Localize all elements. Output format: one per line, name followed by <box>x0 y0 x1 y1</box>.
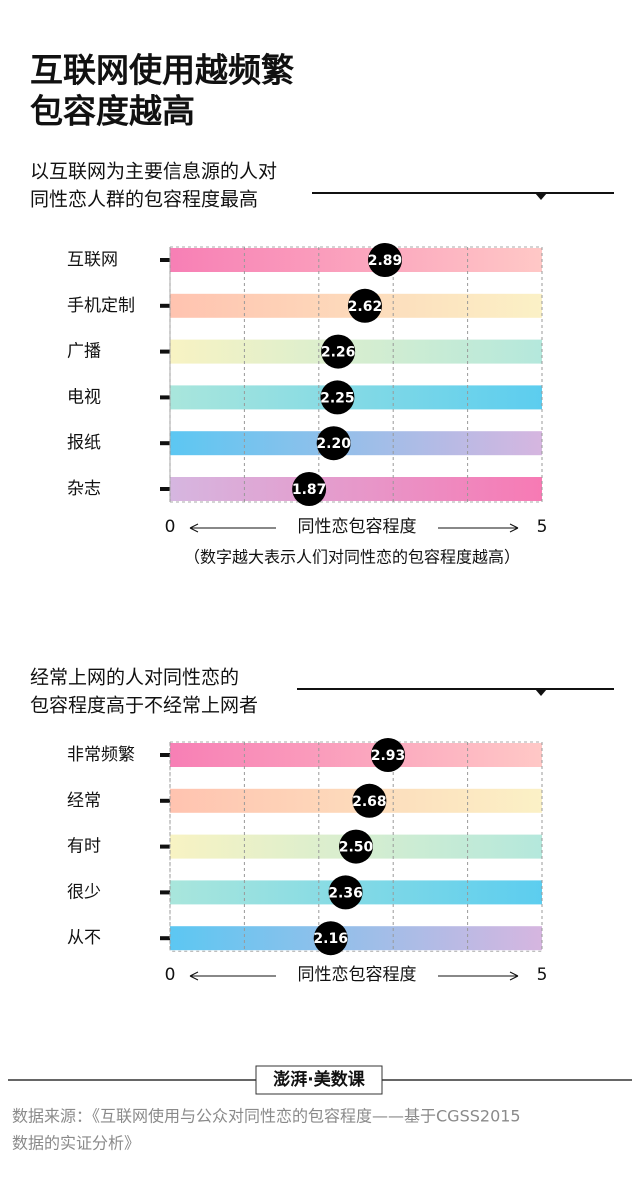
value-dot <box>352 783 387 818</box>
bar-track <box>170 477 542 501</box>
category-label: 广播 <box>67 342 101 362</box>
x-axis-label: 同性恋包容程度 <box>298 516 417 537</box>
value-dot <box>320 380 355 415</box>
x-axis-label: 同性恋包容程度 <box>298 964 417 985</box>
tick-dash <box>160 441 170 446</box>
bar-track <box>170 339 542 364</box>
bar-track <box>170 385 542 410</box>
source-line: 数据的实证分析》 <box>12 1134 140 1153</box>
value-label: 2.26 <box>321 345 356 361</box>
value-label: 2.16 <box>313 931 348 947</box>
value-label: 2.20 <box>316 436 351 452</box>
value-label: 1.87 <box>292 482 327 498</box>
category-label: 手机定制 <box>67 296 135 316</box>
tick-dash <box>160 890 170 895</box>
chart-frame <box>169 246 543 503</box>
subtitle-line: 同性恋人群的包容程度最高 <box>30 189 258 211</box>
tick-dash <box>160 798 170 803</box>
rule-marker <box>535 689 547 696</box>
rule-marker <box>535 193 547 200</box>
category-label: 有时 <box>67 837 101 857</box>
value-label: 2.68 <box>352 794 387 810</box>
tick-dash <box>160 258 170 262</box>
value-label: 2.62 <box>348 299 383 315</box>
value-dot <box>347 288 382 323</box>
category-label: 非常频繁 <box>67 745 135 765</box>
axis-arrow-head <box>509 971 519 981</box>
value-label: 2.93 <box>371 748 406 764</box>
tick-dash <box>160 303 170 308</box>
category-label: 很少 <box>67 882 101 902</box>
value-dot <box>321 334 356 369</box>
value-dot <box>339 829 373 864</box>
category-label: 经常 <box>67 791 101 811</box>
value-label: 2.36 <box>328 885 363 901</box>
subtitle-line: 包容程度高于不经常上网者 <box>30 695 258 717</box>
tick-dash <box>160 844 170 849</box>
value-dot <box>313 921 348 956</box>
x-tick-label: 0 <box>165 517 176 537</box>
x-tick-label: 5 <box>537 517 548 537</box>
category-label: 互联网 <box>67 250 118 270</box>
tick-dash <box>160 349 170 354</box>
category-label: 电视 <box>67 387 101 407</box>
axis-arrow-head <box>189 523 199 533</box>
tick-dash <box>160 487 170 491</box>
x-tick-label: 5 <box>537 965 548 985</box>
value-label: 2.25 <box>320 390 355 406</box>
value-label: 2.89 <box>368 253 403 269</box>
tick-dash <box>160 753 170 757</box>
axis-arrow-head <box>509 523 519 533</box>
axis-arrow-head <box>189 971 199 981</box>
category-label: 从不 <box>67 928 101 948</box>
bar-track <box>170 431 542 456</box>
title-line: 互联网使用越频繁 <box>30 51 295 90</box>
category-label: 报纸 <box>67 433 101 453</box>
logo-box <box>255 1065 383 1095</box>
logo: 澎湃·美数课 <box>273 1069 365 1090</box>
axis-note: （数字越大表示人们对同性恋的包容程度越高） <box>184 548 520 567</box>
value-dot <box>368 243 403 277</box>
bar-track <box>170 248 542 272</box>
bar-track <box>170 926 542 951</box>
source-line: 数据来源：《互联网使用与公众对同性恋的包容程度——基于CGSS2015 <box>12 1107 521 1126</box>
value-label: 2.50 <box>339 840 374 856</box>
tick-dash <box>160 395 170 400</box>
subtitle-line: 经常上网的人对同性恋的 <box>30 667 239 689</box>
tick-dash <box>160 936 170 941</box>
value-dot <box>328 875 363 910</box>
title-line: 包容度越高 <box>30 92 195 131</box>
x-tick-label: 0 <box>165 965 176 985</box>
value-dot <box>292 472 327 506</box>
bar-track <box>170 743 542 767</box>
category-label: 杂志 <box>67 479 101 499</box>
subtitle-line: 以互联网为主要信息源的人对 <box>30 161 277 183</box>
value-dot <box>370 738 405 772</box>
value-dot <box>316 426 351 461</box>
